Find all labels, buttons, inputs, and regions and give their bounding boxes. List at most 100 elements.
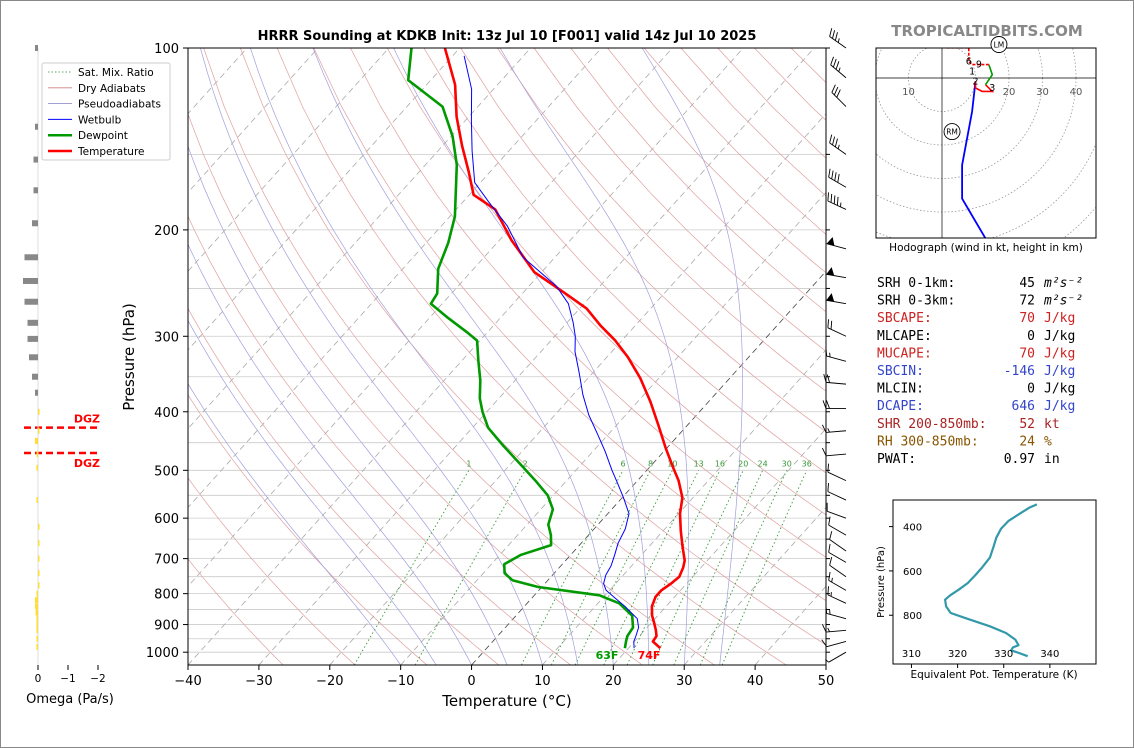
- series-temperature: [443, 48, 687, 650]
- mixing-ratio-line: [673, 470, 764, 665]
- omega-panel: 0 −1 −2 Omega (Pa/s): [23, 45, 114, 707]
- param-label: DCAPE:: [877, 399, 924, 414]
- dry-adiabat: [188, 113, 643, 665]
- isotherm-line: [825, 664, 826, 665]
- dry-adiabat: [570, 48, 826, 313]
- theta-e-y-tick-label: 600: [903, 567, 922, 578]
- hodograph-ring-label: 40: [1070, 87, 1083, 98]
- hodograph-frame: [875, 47, 1097, 239]
- param-unit: m²s⁻²: [1043, 294, 1083, 309]
- theta-e-ylabel: Pressure (hPa): [876, 546, 887, 618]
- param-unit: J/kg: [1044, 399, 1075, 414]
- dgz-bottom-label: DGZ: [74, 457, 100, 470]
- series-wetbulb: [463, 55, 640, 649]
- x-tick-label: 30: [676, 674, 693, 689]
- isotherm-line: [188, 48, 319, 194]
- wind-barb: [822, 400, 846, 409]
- mixing-ratio-label: 30: [782, 459, 792, 468]
- param-value: 0.97: [1004, 452, 1035, 467]
- dry-adiabat: [460, 48, 826, 433]
- skewt-panel: 1 2 6 8 10 13 16 20 24 30 36 −40 −30 −20 −10 0 10 20 30 40…: [24, 42, 835, 710]
- isotherm-line: [188, 48, 602, 509]
- wind-barb: [829, 556, 847, 578]
- omega-tick-label: −2: [90, 673, 105, 685]
- x-tick-label: 10: [534, 674, 551, 689]
- hodograph-marker-label: LM: [994, 41, 1005, 50]
- param-value: 0: [1027, 382, 1035, 397]
- param-value: -146: [1004, 364, 1035, 379]
- omega-bar: [38, 408, 40, 415]
- omega-bar: [27, 335, 38, 342]
- omega-bar: [38, 523, 40, 530]
- param-unit: in: [1044, 452, 1060, 467]
- mixing-ratio-label: 6: [620, 459, 625, 468]
- omega-bar: [36, 627, 38, 634]
- hodograph-marker-label: RM: [946, 128, 958, 137]
- param-value: 70: [1019, 346, 1035, 361]
- param-unit: J/kg: [1044, 364, 1075, 379]
- mixing-ratio-label: 1: [466, 459, 471, 468]
- mixing-ratio-line: [603, 470, 700, 665]
- param-unit: J/kg: [1044, 329, 1075, 344]
- mixing-ratio-label: 13: [694, 459, 704, 468]
- y-tick-label: 900: [154, 619, 179, 634]
- pseudoadiabat: [393, 48, 650, 665]
- legend-entry: Pseudoadiabats: [78, 99, 161, 111]
- param-unit: kt: [1044, 417, 1060, 432]
- hodograph-marker-rm: RM: [943, 123, 961, 141]
- dry-adiabat: [350, 48, 826, 558]
- y-tick-label: 1000: [146, 646, 179, 661]
- series-dewpoint: [406, 48, 635, 649]
- mixing-ratio-label: 36: [802, 459, 812, 468]
- dry-adiabat: [790, 48, 826, 83]
- param-label: PWAT:: [877, 452, 916, 467]
- param-unit: J/kg: [1044, 346, 1075, 361]
- param-label: SBCIN:: [877, 364, 924, 379]
- theta-e-frame: [892, 499, 1097, 665]
- x-tick-label: 40: [747, 674, 764, 689]
- hodograph-marker-lm: LM: [990, 36, 1008, 53]
- wind-barb: [826, 267, 847, 279]
- x-tick-label: 50: [818, 674, 835, 689]
- wind-barb: [828, 543, 847, 563]
- x-tick-label: 20: [605, 674, 622, 689]
- hodograph-trace: [984, 64, 994, 86]
- wind-barb: [830, 56, 847, 79]
- legend-entry: Wetbulb: [78, 114, 122, 126]
- omega-bar: [33, 156, 38, 163]
- y-tick-label: 500: [154, 464, 179, 479]
- omega-bar: [36, 497, 38, 504]
- wind-barb: [827, 586, 847, 604]
- isotherm-line: [188, 48, 673, 587]
- wind-barb: [831, 84, 847, 107]
- isotherm-line: [188, 48, 390, 272]
- dry-adiabat: [239, 48, 787, 665]
- omega-bar: [32, 220, 38, 227]
- dry-adiabat: [276, 48, 826, 646]
- param-unit: J/kg: [1044, 382, 1075, 397]
- omega-bar: [36, 643, 38, 650]
- param-label: SHR 200-850mb:: [877, 417, 987, 432]
- x-tick-label: −10: [387, 674, 414, 689]
- parameter-table: SRH 0-1km: 45 m²s⁻² SRH 0-3km: 72 m²s⁻² SBCAPE…: [877, 276, 1083, 467]
- dry-adiabat: [188, 477, 356, 665]
- theta-e-x-tick-label: 330: [994, 649, 1013, 660]
- wind-barb: [829, 134, 847, 155]
- wind-barb: [826, 236, 847, 250]
- skewt-xlabel: Temperature (°C): [441, 692, 571, 710]
- legend-entry: Dry Adiabats: [78, 83, 146, 95]
- wind-barb: [826, 293, 847, 305]
- omega-xlabel: Omega (Pa/s): [26, 692, 114, 707]
- omega-bar: [35, 597, 38, 604]
- param-unit: m²s⁻²: [1043, 276, 1083, 291]
- wind-barb: [821, 624, 847, 633]
- wind-barb: [823, 374, 847, 385]
- theta-e-xlabel: Equivalent Pot. Temperature (K): [910, 669, 1077, 681]
- chart-title: HRRR Sounding at KDKB Init: 13z Jul 10 […: [258, 29, 757, 44]
- wind-barb: [827, 319, 847, 337]
- dry-adiabat: [188, 394, 428, 665]
- pseudoadiabat: [188, 145, 508, 665]
- omega-bar: [38, 427, 40, 434]
- hodograph-height-label: 2: [972, 76, 978, 87]
